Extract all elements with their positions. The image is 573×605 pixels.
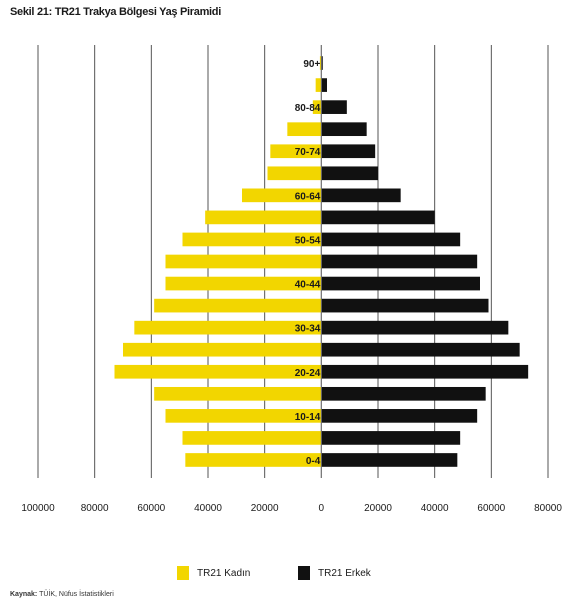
bar-erkek	[321, 166, 378, 181]
source-text: TÜİK, Nüfus İstatistikleri	[39, 591, 114, 598]
bar-erkek	[321, 232, 461, 247]
bar-erkek	[321, 386, 486, 401]
bar-erkek	[321, 144, 376, 159]
bar-kadin	[312, 100, 322, 114]
legend-item-kadin: TR21 Kadın	[177, 566, 250, 580]
bar-erkek	[321, 298, 489, 313]
bar-erkek	[321, 56, 323, 70]
population-pyramid-chart: 0-4 10-14 20-24 30-34 40-44 50-54 60-64 70-74 80…	[21, 45, 562, 514]
bar-kadin	[154, 298, 322, 313]
age-label: 80-84	[295, 103, 321, 114]
bar-erkek	[321, 276, 480, 291]
age-label: 60-64	[295, 191, 321, 202]
bar-kadin	[165, 254, 322, 269]
bar-kadin	[319, 56, 322, 70]
bar-kadin	[315, 78, 322, 92]
bar-kadin	[267, 166, 322, 181]
legend-label-erkek: TR21 Erkek	[318, 567, 371, 579]
age-label: 50-54	[295, 235, 321, 246]
legend-label-kadin: TR21 Kadın	[197, 567, 251, 579]
bar-kadin	[205, 210, 322, 225]
age-label: 90+	[303, 59, 320, 70]
source-label: Kaynak:	[10, 591, 38, 598]
bar-erkek	[321, 409, 478, 423]
x-tick-label: 60000	[477, 503, 505, 514]
age-label: 70-74	[295, 147, 321, 158]
legend-swatch-kadin	[177, 566, 189, 580]
legend-swatch-erkek	[298, 566, 310, 580]
bar-erkek	[321, 342, 520, 357]
age-label: 10-14	[295, 412, 321, 423]
age-label: 0-4	[306, 456, 321, 467]
bar-kadin	[165, 409, 322, 423]
bar-erkek	[321, 364, 529, 379]
source-note: Kaynak: TÜİK, Nüfus İstatistikleri	[10, 591, 114, 598]
bar-erkek	[321, 122, 367, 137]
bar-kadin	[154, 386, 322, 401]
bar-erkek	[321, 431, 461, 445]
x-tick-label: 40000	[421, 503, 449, 514]
bar-kadin	[287, 122, 322, 137]
bar-kadin	[123, 342, 322, 357]
x-tick-label: 80000	[534, 503, 562, 514]
x-tick-label: 100000	[21, 503, 55, 514]
bar-kadin	[182, 232, 322, 247]
bar-erkek	[321, 100, 347, 114]
x-tick-label: 80000	[81, 503, 109, 514]
legend-item-erkek: TR21 Erkek	[298, 566, 371, 580]
bar-kadin	[134, 320, 322, 335]
bar-kadin	[242, 188, 322, 203]
bar-erkek	[321, 254, 478, 269]
x-tick-label: 20000	[251, 503, 279, 514]
bar-erkek	[321, 210, 435, 225]
bar-kadin	[165, 276, 322, 291]
bar-kadin	[270, 144, 322, 159]
bar-erkek	[321, 188, 401, 203]
bar-erkek	[321, 453, 458, 467]
age-label: 30-34	[295, 324, 321, 335]
bar-kadin	[182, 431, 322, 445]
bar-erkek	[321, 320, 509, 335]
x-tick-label: 0	[319, 503, 325, 514]
x-tick-label: 20000	[364, 503, 392, 514]
age-label: 20-24	[295, 368, 321, 379]
age-label: 40-44	[295, 280, 321, 291]
bar-kadin	[114, 364, 322, 379]
x-tick-label: 40000	[194, 503, 222, 514]
bar-erkek	[321, 78, 327, 92]
chart-title: Sekil 21: TR21 Trakya Bölgesi Yaş Pirami…	[10, 6, 221, 18]
x-tick-label: 60000	[137, 503, 165, 514]
bar-kadin	[185, 453, 322, 467]
